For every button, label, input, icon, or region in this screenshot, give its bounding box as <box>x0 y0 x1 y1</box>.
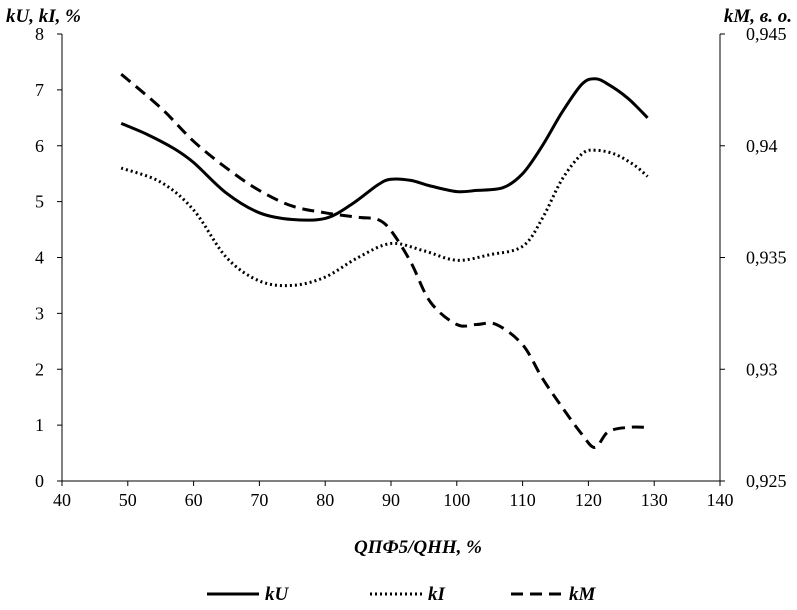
y-left-tick-label: 4 <box>35 248 44 268</box>
x-tick-label: 120 <box>575 490 602 510</box>
y-axis-left-title: kU, kI, % <box>6 6 81 27</box>
y-left-tick-label: 0 <box>35 471 44 491</box>
y-right-tick-label: 0,925 <box>746 471 787 491</box>
x-tick-label: 50 <box>119 490 137 510</box>
y-left-tick-label: 2 <box>35 359 44 379</box>
x-tick-label: 70 <box>250 490 268 510</box>
x-tick-label: 130 <box>641 490 668 510</box>
legend: kU kI kM <box>207 584 597 605</box>
y-axis-right-title: kM, в. о. <box>724 6 792 27</box>
legend-label-kU: kU <box>265 584 290 605</box>
legend-label-kI: kI <box>428 584 446 605</box>
series-lines <box>120 73 649 449</box>
series-line-kI <box>120 148 649 288</box>
x-tick-label: 110 <box>509 490 535 510</box>
x-tick-label: 80 <box>316 490 334 510</box>
series-line-kM <box>120 73 648 449</box>
x-tick-label: 140 <box>707 490 734 510</box>
x-tick-label: 90 <box>382 490 400 510</box>
axes <box>61 34 721 482</box>
tick-labels: 40 50 60 70 80 90 100 110 120 130 140 0 1 2 3 4 5 6 7 8 0,92… <box>35 24 787 510</box>
y-left-tick-label: 8 <box>35 24 44 44</box>
legend-label-kM: kM <box>569 584 597 605</box>
y-right-tick-label: 0,935 <box>746 248 787 268</box>
y-right-tick-label: 0,94 <box>746 136 778 156</box>
y-left-tick-label: 1 <box>35 415 44 435</box>
x-axis-title: QПФ5/QНН, % <box>354 537 482 558</box>
x-tick-label: 100 <box>443 490 470 510</box>
x-tick-label: 60 <box>185 490 203 510</box>
y-left-tick-label: 3 <box>35 303 44 323</box>
y-right-tick-label: 0,945 <box>746 24 787 44</box>
y-left-tick-label: 6 <box>35 136 44 156</box>
y-left-tick-label: 5 <box>35 192 44 212</box>
x-tick-label: 40 <box>53 490 71 510</box>
y-right-tick-label: 0,93 <box>746 359 778 379</box>
series-line-kU <box>120 77 649 222</box>
y-left-tick-label: 7 <box>35 80 44 100</box>
